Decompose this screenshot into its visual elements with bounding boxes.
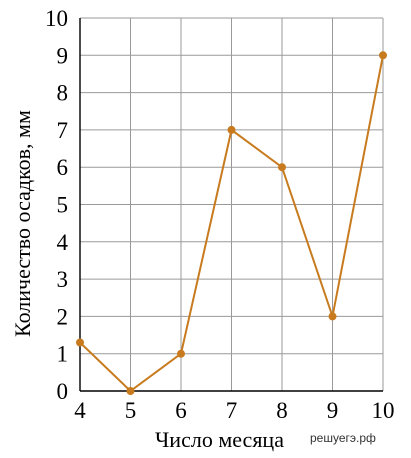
y-tick-label: 2 [57,304,69,329]
y-tick-label: 1 [57,342,69,367]
y-tick-label: 7 [57,118,69,143]
x-axis-label: Число месяца [155,427,284,452]
data-point [126,387,135,395]
y-tick-label: 6 [57,155,69,180]
y-tick-label: 10 [45,6,68,31]
x-tick-label: 6 [175,398,187,423]
y-tick-label: 9 [57,43,69,68]
x-tick-label: 7 [226,398,238,423]
watermark: решуегэ.рф [310,431,376,445]
data-point [227,125,236,134]
x-tick-label: 4 [74,398,86,423]
y-tick-label: 4 [57,230,69,255]
y-tick-label: 0 [57,379,69,404]
y-tick-label: 8 [57,81,69,106]
x-tick-label: 5 [125,398,137,423]
data-point [328,312,337,321]
data-point [177,349,185,358]
x-tick-label: 10 [372,398,395,423]
series-line-group [76,51,387,395]
data-point [379,51,387,60]
y-tick-label: 3 [57,267,69,292]
x-tick-label: 8 [276,398,288,423]
y-tick-label: 5 [57,193,69,218]
data-point [278,163,286,172]
y-axis-label: Количество осадков, мм [10,110,35,337]
y-tick-labels: 0 1 2 3 4 5 6 7 8 9 10 [45,6,69,404]
x-tick-labels: 4 5 6 7 8 9 10 [74,398,394,423]
data-point [76,338,84,347]
grid [80,17,384,391]
x-tick-label: 9 [327,398,339,423]
